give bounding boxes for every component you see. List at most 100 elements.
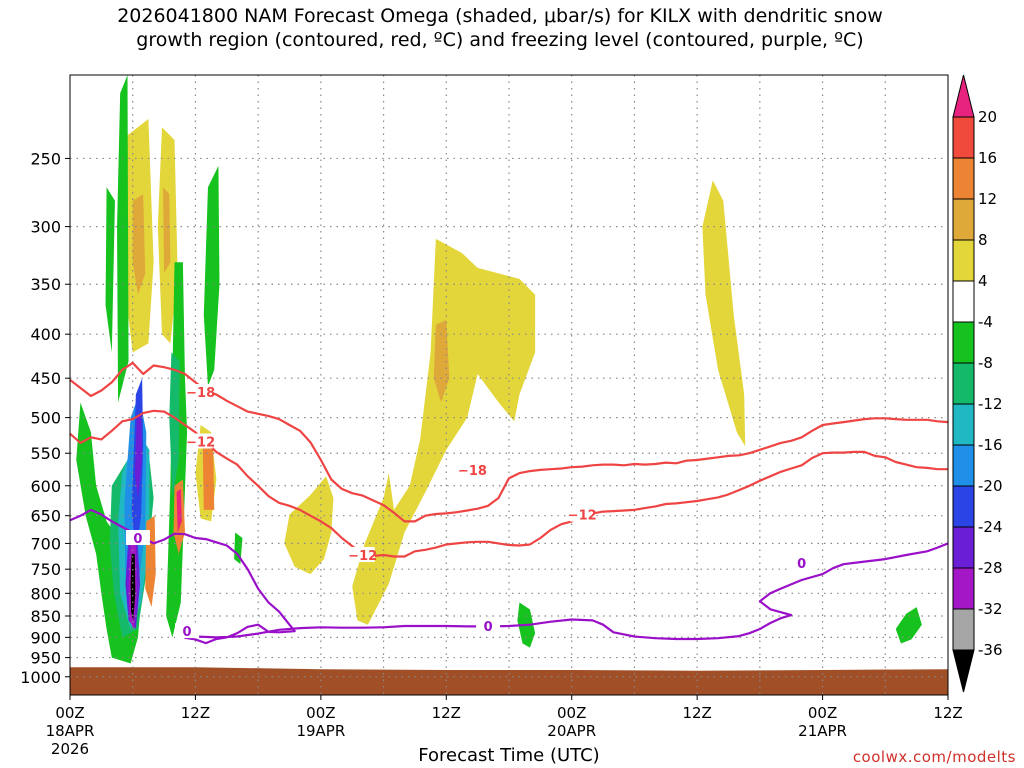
- plot-area: −18 −18 −12 −12 −12 0 0 0 0: [70, 75, 948, 695]
- y-tick-label-700: 700: [30, 534, 61, 553]
- contour-label-4: −12: [568, 509, 597, 524]
- contour-label-8: 0: [797, 557, 806, 572]
- y-tick-label-400: 400: [30, 325, 61, 344]
- colorbar-label-12: -32: [978, 600, 1003, 618]
- contour-label-5: 0: [133, 532, 142, 547]
- colorbar-label-7: -12: [978, 395, 1003, 413]
- omega-region-3: [352, 238, 536, 625]
- colorbar-swatch-10: [952, 526, 975, 569]
- contour-label-0: −18: [186, 386, 215, 401]
- contour-label-bg-6: [175, 623, 200, 639]
- colorbar-label-9: -20: [978, 477, 1003, 495]
- colorbar-swatch-12: [952, 608, 975, 651]
- x-tick-label-2: 00Z: [306, 704, 335, 722]
- contour-label-bg-7: [476, 617, 501, 633]
- colorbar-swatch-4: [952, 280, 975, 323]
- x-tick-date-0: 18APR: [46, 722, 95, 740]
- colorbar-swatch-9: [952, 485, 975, 528]
- x-tick-label-0: 00Z: [55, 704, 84, 722]
- colorbar-label-2: 12: [978, 190, 997, 208]
- contour-label-7: 0: [484, 620, 493, 635]
- omega-region-11: [203, 165, 220, 387]
- omega-region-6: [132, 194, 146, 295]
- colorbar-swatch-11: [952, 567, 975, 610]
- omega-region-4: [702, 180, 746, 447]
- page-title: 2026041800 NAM Forecast Omega (shaded, μ…: [0, 4, 1000, 52]
- omega-region-25: [130, 553, 136, 621]
- axes: 250 300 350 400 450 500 550 600 650 700 750 800 850 9…: [20, 74, 963, 758]
- colorbar-label-5: -4: [978, 313, 993, 331]
- omega-region-18: [169, 352, 180, 499]
- x-axis-title: Forecast Time (UTC): [418, 745, 600, 766]
- contour-label-bg-8: [789, 555, 814, 571]
- colorbar-swatch-7: [952, 403, 975, 446]
- x-tick-label-6: 00Z: [808, 704, 837, 722]
- colorbar-swatch-6: [952, 362, 975, 405]
- y-tick-label-550: 550: [30, 444, 61, 463]
- credit-text[interactable]: coolwx.com/modelts: [852, 748, 1016, 766]
- contour-line-0: [70, 361, 948, 523]
- colorbar-label-3: 8: [978, 231, 988, 249]
- contour-label-bg-5: [125, 530, 150, 546]
- omega-region-16: [234, 532, 243, 565]
- title-line-2: growth region (contoured, red, ºC) and f…: [136, 29, 864, 51]
- x-tick-date-2: 19APR: [296, 722, 345, 740]
- y-tick-label-1000: 1000: [20, 668, 61, 687]
- y-tick-label-900: 900: [30, 628, 61, 647]
- y-tick-label-750: 750: [30, 560, 61, 579]
- x-tick-year-0: 2026: [51, 740, 89, 758]
- omega-region-30: [202, 446, 215, 510]
- title-line-1: 2026041800 NAM Forecast Omega (shaded, μ…: [117, 5, 883, 27]
- y-tick-label-350: 350: [30, 275, 61, 294]
- contour-label-bg-3: [350, 546, 375, 562]
- x-tick-label-1: 12Z: [181, 704, 210, 722]
- colorbar-label-10: -24: [978, 518, 1003, 536]
- omega-region-9: [117, 75, 129, 403]
- y-tick-label-600: 600: [30, 477, 61, 496]
- y-tick-label-500: 500: [30, 409, 61, 428]
- x-tick-label-4: 00Z: [557, 704, 586, 722]
- colorbar: 20 16 12 8 4 -4 -8 -12 -16 -20 -24 -28 -32 -36: [952, 74, 1003, 693]
- colorbar-label-11: -28: [978, 559, 1003, 577]
- plot-body: −18 −18 −12 −12 −12 0 0 0 0: [70, 75, 948, 695]
- colorbar-swatch-5: [952, 321, 975, 364]
- ground-fill: [70, 667, 948, 695]
- x-tick-label-3: 12Z: [432, 704, 461, 722]
- contour-label-bg-4: [570, 506, 595, 522]
- colorbar-label-13: -36: [978, 641, 1003, 659]
- y-tick-label-950: 950: [30, 649, 61, 668]
- omega-region-22: [134, 413, 143, 499]
- omega-region-7: [163, 187, 171, 274]
- colorbar-swatch-1: [952, 157, 975, 200]
- y-tick-label-300: 300: [30, 218, 61, 237]
- x-tick-label-5: 12Z: [682, 704, 711, 722]
- colorbar-label-1: 16: [978, 149, 997, 167]
- contour-label-6: 0: [183, 625, 192, 640]
- omega-region-28: [176, 488, 182, 533]
- colorbar-swatch-2: [952, 198, 975, 241]
- y-tick-label-850: 850: [30, 607, 61, 626]
- colorbar-top-arrow: [952, 74, 975, 118]
- colorbar-swatch-3: [952, 239, 975, 282]
- y-tick-label-800: 800: [30, 584, 61, 603]
- colorbar-bottom-arrow: [952, 649, 975, 693]
- colorbar-label-8: -16: [978, 436, 1003, 454]
- omega-region-8: [433, 319, 450, 403]
- contour-label-3: −12: [348, 549, 377, 564]
- x-tick-label-7: 12Z: [933, 704, 962, 722]
- colorbar-swatch-8: [952, 444, 975, 487]
- contour-label-1: −18: [458, 464, 487, 479]
- y-tick-label-650: 650: [30, 507, 61, 526]
- contour-label-bg-1: [460, 461, 485, 477]
- contour-label-bg-0: [188, 384, 213, 400]
- colorbar-label-6: -8: [978, 354, 993, 372]
- colorbar-swatch-0: [952, 116, 975, 159]
- contour-line-2: [70, 508, 948, 645]
- colorbar-label-0: 20: [978, 108, 997, 126]
- contour-line-1: [70, 409, 948, 558]
- colorbar-label-4: 4: [978, 272, 988, 290]
- contour-label-2: −12: [186, 435, 215, 450]
- contour-label-bg-2: [188, 433, 213, 449]
- y-tick-label-250: 250: [30, 149, 61, 168]
